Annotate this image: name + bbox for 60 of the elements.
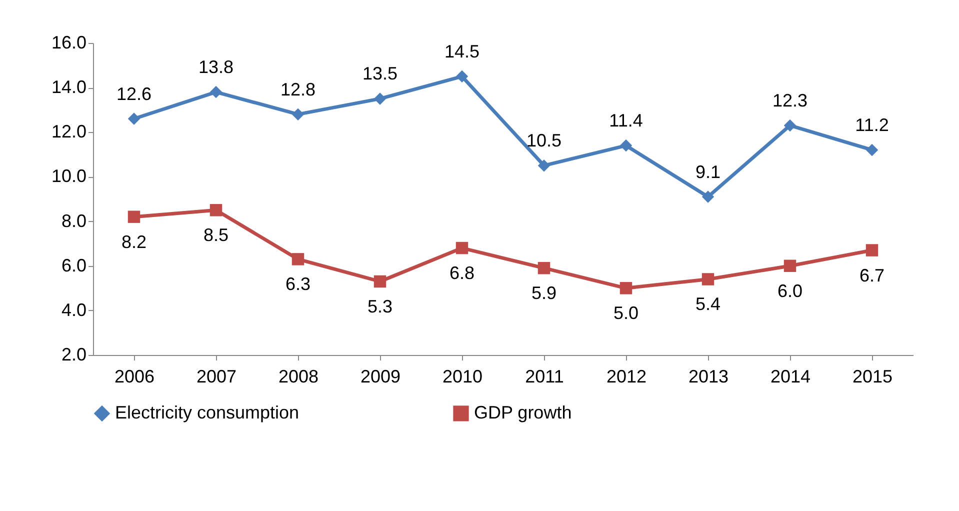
point	[620, 282, 632, 294]
x-tick-label: 2015	[852, 366, 893, 386]
data-label: 11.2	[855, 114, 889, 135]
point	[620, 139, 632, 152]
point	[210, 86, 222, 98]
data-label: 10.5	[526, 130, 562, 151]
x-tick-label: 2012	[606, 366, 647, 386]
data-label: 6.7	[859, 265, 885, 286]
data-label: 6.0	[777, 280, 803, 301]
data-label: 5.3	[367, 296, 393, 316]
x-tick-label: 2009	[360, 366, 401, 386]
data-label: 12.6	[116, 84, 152, 104]
x-tick-label: 2008	[278, 366, 319, 386]
x-tick-label: 2014	[770, 366, 811, 386]
y-tick-label: 8.0	[61, 210, 86, 231]
data-label: 12.3	[772, 90, 808, 110]
legend-label: GDP growth	[474, 402, 572, 422]
point	[374, 92, 386, 105]
data-label: 8.2	[121, 232, 147, 252]
data-label: 5.4	[695, 294, 721, 314]
y-tick-label: 12.0	[51, 122, 86, 142]
data-label: 13.8	[198, 57, 234, 78]
y-tick-label: 16.0	[51, 32, 86, 52]
point	[538, 159, 550, 172]
y-tick-label: 10.0	[51, 166, 86, 186]
point	[456, 70, 468, 83]
point	[702, 273, 714, 286]
point	[210, 204, 222, 216]
data-label: 6.3	[285, 274, 311, 294]
data-label: 5.9	[531, 283, 557, 304]
x-tick-label: 2013	[688, 366, 729, 386]
point	[784, 260, 796, 272]
point	[866, 144, 878, 156]
data-label: 11.4	[609, 110, 643, 131]
data-label: 13.5	[362, 64, 398, 84]
x-tick-label: 2010	[442, 366, 483, 386]
data-label: 9.1	[695, 162, 721, 182]
point	[784, 119, 796, 132]
x-tick-label: 2011	[525, 366, 564, 386]
point	[702, 190, 714, 203]
y-tick-label: 4.0	[61, 300, 86, 320]
y-tick-label: 6.0	[61, 255, 86, 276]
point	[456, 242, 468, 254]
point	[866, 244, 878, 256]
legend-label: Electricity consumption	[115, 402, 300, 422]
point	[538, 262, 550, 274]
data-label: 5.0	[613, 303, 639, 324]
point	[292, 108, 304, 120]
x-tick-label: 2006	[114, 366, 155, 386]
y-tick-label: 14.0	[51, 77, 86, 98]
data-label: 8.5	[203, 225, 229, 246]
point	[292, 253, 304, 266]
data-label: 6.8	[449, 263, 475, 284]
point	[374, 275, 386, 288]
data-label: 12.8	[280, 79, 316, 100]
point	[128, 210, 140, 223]
x-tick-label: 2007	[196, 366, 237, 386]
point	[128, 112, 140, 125]
y-tick-label: 2.0	[61, 344, 86, 364]
data-label: 14.5	[444, 41, 480, 62]
